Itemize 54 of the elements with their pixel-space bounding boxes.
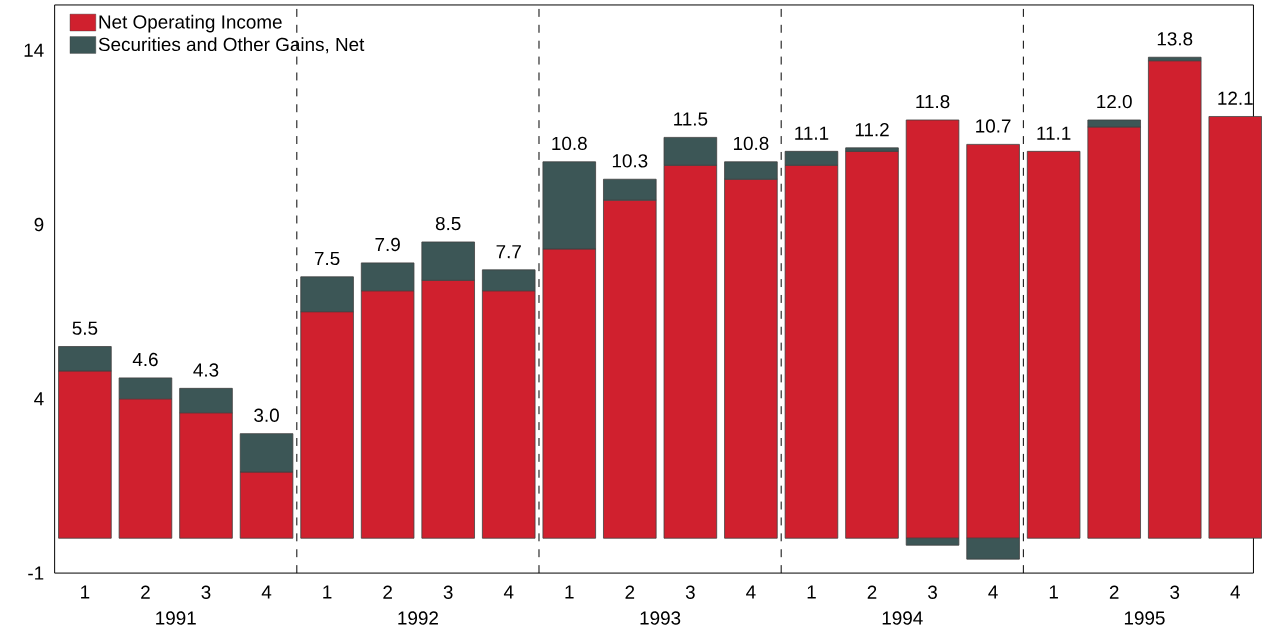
legend-label: Net Operating Income — [99, 14, 282, 33]
x-tick-label: 4 — [988, 585, 998, 599]
x-tick-label: 2 — [141, 585, 150, 599]
total-label: 4.3 — [193, 363, 219, 377]
x-tick-label: 4 — [503, 585, 514, 599]
bar — [845, 151, 899, 539]
total-label: 12.0 — [1097, 95, 1132, 109]
x-tick-label: 1 — [1049, 585, 1058, 599]
bar — [1147, 60, 1202, 539]
total-label: 11.1 — [1037, 126, 1071, 140]
x-tick-label: 1 — [81, 585, 90, 599]
total-label: 7.5 — [314, 252, 340, 266]
x-tick-label: 4 — [261, 585, 272, 599]
x-tick-label: 1 — [323, 585, 332, 599]
x-tick-label: 2 — [625, 585, 635, 599]
total-label: 11.5 — [674, 112, 708, 126]
x-tick-label: 1 — [565, 585, 574, 599]
total-label: 11.8 — [916, 95, 950, 109]
x-tick-label: 2 — [383, 585, 392, 599]
text: 1994 — [882, 611, 923, 625]
text: 1995 — [1124, 611, 1165, 625]
total-label: 7.7 — [496, 245, 521, 259]
text: 1991 — [156, 611, 196, 625]
total-label: 4.6 — [132, 353, 158, 367]
y-tick-label: 9 — [34, 218, 44, 232]
y-tick-label: 4 — [34, 392, 44, 406]
legend-label: Securities and Other Gains, Net — [98, 37, 365, 54]
total-label: 7.9 — [375, 237, 400, 252]
y-tick-label: 14 — [24, 43, 44, 57]
total-label: 10.8 — [552, 136, 587, 151]
total-label: 5.5 — [72, 321, 98, 335]
x-tick-label: 4 — [746, 585, 756, 599]
total-label: 11.1 — [795, 126, 829, 140]
total-label: 8.5 — [435, 217, 461, 231]
text: 1993 — [640, 611, 681, 625]
total-label: 3.0 — [254, 408, 279, 423]
total-label: 10.7 — [976, 119, 1011, 133]
total-label: 13.8 — [1157, 32, 1193, 46]
x-tick-label: 1 — [807, 585, 816, 599]
x-tick-label: 2 — [867, 585, 877, 599]
bar — [1026, 151, 1081, 539]
x-tick-label: 3 — [685, 585, 695, 600]
text: 1992 — [398, 611, 438, 625]
total-label: 11.2 — [855, 123, 889, 137]
x-tick-label: 3 — [928, 585, 937, 600]
total-label: 10.3 — [612, 154, 648, 168]
y-tick-label: -1 — [28, 566, 44, 580]
total-label: 10.8 — [733, 136, 769, 151]
x-tick-label: 2 — [1109, 585, 1119, 599]
x-tick-label: 3 — [1170, 585, 1180, 600]
total-label: 12.1 — [1218, 91, 1253, 105]
x-tick-label: 3 — [201, 585, 211, 600]
x-tick-label: 4 — [1230, 585, 1240, 599]
x-tick-label: 3 — [443, 585, 453, 600]
